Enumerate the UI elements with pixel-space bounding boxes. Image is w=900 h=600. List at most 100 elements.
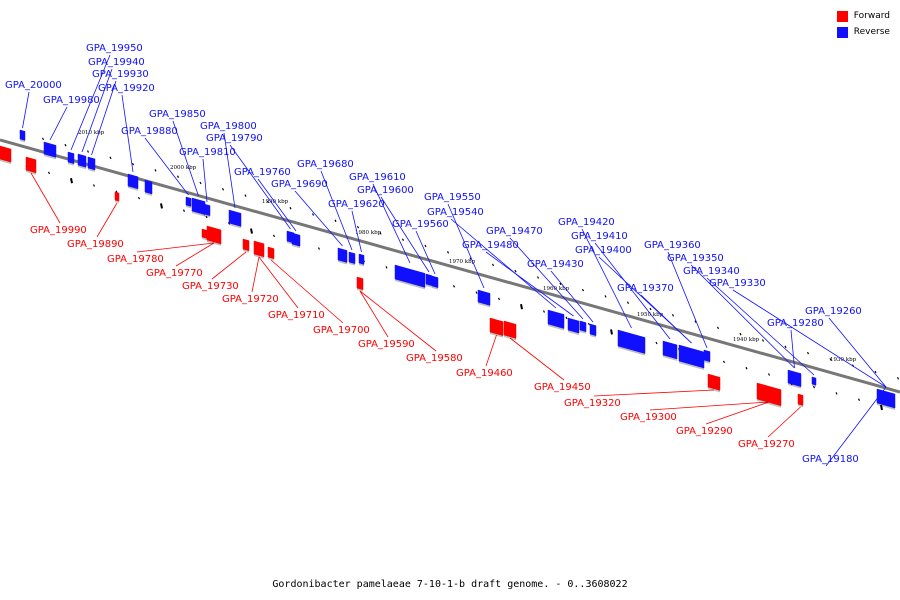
forward-gene[interactable] [267, 246, 275, 261]
forward-gene[interactable] [489, 317, 504, 338]
forward-gene[interactable] [756, 382, 782, 408]
forward-gene[interactable] [797, 393, 804, 408]
reverse-gene-label[interactable]: GPA_19330 [709, 278, 766, 289]
reverse-gene-label[interactable]: GPA_19370 [617, 283, 674, 294]
reverse-gene-label[interactable]: GPA_19550 [424, 192, 481, 203]
forward-gene-label[interactable]: GPA_19710 [268, 310, 325, 321]
reverse-gene-label[interactable]: GPA_19260 [805, 306, 862, 317]
forward-gene[interactable] [707, 373, 721, 393]
reverse-gene[interactable] [394, 264, 426, 290]
reverse-gene[interactable] [617, 329, 646, 356]
reverse-gene-label[interactable]: GPA_19850 [149, 109, 206, 120]
reverse-gene-label[interactable]: GPA_19880 [121, 126, 178, 137]
gene-shape [477, 289, 491, 306]
reverse-gene-label[interactable]: GPA_19680 [297, 159, 354, 170]
reverse-gene-label[interactable]: GPA_19400 [575, 245, 632, 256]
reverse-gene[interactable] [87, 156, 96, 172]
reverse-gene[interactable] [547, 309, 565, 331]
reverse-gene[interactable] [703, 349, 711, 364]
reverse-gene-label[interactable]: GPA_19470 [486, 226, 543, 237]
reverse-gene-label[interactable]: GPA_19620 [328, 199, 385, 210]
forward-gene-label[interactable]: GPA_19320 [564, 398, 621, 409]
reverse-gene-label[interactable]: GPA_19810 [179, 147, 236, 158]
reverse-gene-label[interactable]: GPA_19420 [558, 217, 615, 228]
reverse-gene-label[interactable]: GPA_19360 [644, 240, 701, 251]
reverse-gene-label[interactable]: GPA_20000 [5, 80, 62, 91]
reverse-gene-label[interactable]: GPA_19790 [206, 133, 263, 144]
reverse-gene-label[interactable]: GPA_19980 [43, 95, 100, 106]
minor-tick [356, 225, 360, 229]
reverse-gene[interactable] [787, 369, 802, 389]
reverse-gene[interactable] [191, 197, 206, 217]
reverse-gene-label[interactable]: GPA_19350 [667, 253, 724, 264]
reverse-gene[interactable] [228, 209, 242, 229]
reverse-gene-label[interactable]: GPA_19600 [357, 185, 414, 196]
forward-gene-label[interactable]: GPA_19780 [107, 254, 164, 265]
reverse-gene[interactable] [358, 253, 365, 267]
reverse-gene[interactable] [67, 151, 75, 166]
reverse-gene-label[interactable]: GPA_19800 [200, 121, 257, 132]
reverse-gene-label[interactable]: GPA_19940 [88, 57, 145, 68]
reverse-gene-label[interactable]: GPA_19410 [571, 231, 628, 242]
reverse-gene[interactable] [589, 323, 597, 338]
forward-gene-label[interactable]: GPA_19720 [222, 294, 279, 305]
reverse-gene-label[interactable]: GPA_19430 [527, 259, 584, 270]
reverse-gene[interactable] [876, 388, 896, 411]
reverse-gene[interactable] [77, 153, 87, 170]
reverse-gene-label[interactable]: GPA_19280 [767, 318, 824, 329]
forward-gene-label[interactable]: GPA_19730 [182, 281, 239, 292]
reverse-connector [640, 294, 692, 344]
reverse-gene[interactable] [127, 173, 139, 191]
forward-gene-label[interactable]: GPA_19890 [67, 239, 124, 250]
reverse-gene[interactable] [662, 340, 678, 361]
reverse-gene[interactable] [185, 196, 192, 209]
forward-gene[interactable] [25, 156, 37, 175]
reverse-gene-label[interactable]: GPA_19180 [802, 454, 859, 465]
forward-gene-label[interactable]: GPA_19700 [313, 325, 370, 336]
reverse-gene[interactable] [19, 129, 26, 143]
minor-tick [41, 137, 45, 141]
reverse-gene[interactable] [678, 344, 705, 370]
reverse-gene-label[interactable]: GPA_19560 [392, 219, 449, 230]
reverse-gene-label[interactable]: GPA_19760 [234, 167, 291, 178]
reverse-gene[interactable] [291, 232, 301, 249]
forward-gene-label[interactable]: GPA_19770 [146, 268, 203, 279]
reverse-gene[interactable] [348, 251, 356, 266]
forward-gene[interactable] [206, 225, 222, 246]
forward-gene[interactable] [253, 240, 265, 259]
reverse-gene[interactable] [579, 320, 587, 334]
legend-reverse: Reverse [836, 24, 890, 40]
forward-gene-label[interactable]: GPA_19450 [534, 382, 591, 393]
forward-gene-label[interactable]: GPA_19460 [456, 368, 513, 379]
forward-gene-label[interactable]: GPA_19270 [738, 439, 795, 450]
forward-gene-label[interactable]: GPA_19300 [620, 412, 677, 423]
reverse-gene-label[interactable]: GPA_19480 [462, 240, 519, 251]
reverse-gene[interactable] [477, 289, 491, 308]
forward-gene-label[interactable]: GPA_19580 [406, 353, 463, 364]
forward-gene[interactable] [356, 276, 364, 292]
reverse-gene[interactable] [811, 376, 817, 388]
forward-gene[interactable] [0, 145, 12, 165]
reverse-gene-label[interactable]: GPA_19930 [92, 69, 149, 80]
reverse-gene[interactable] [144, 179, 153, 196]
reverse-gene-label[interactable]: GPA_19950 [86, 43, 143, 54]
reverse-gene-label[interactable]: GPA_19920 [98, 83, 155, 94]
forward-gene-label[interactable]: GPA_19290 [676, 426, 733, 437]
reverse-gene[interactable] [43, 141, 57, 160]
gene-shadow [548, 324, 564, 331]
forward-gene[interactable] [242, 238, 250, 253]
forward-gene-label[interactable]: GPA_19590 [358, 339, 415, 350]
reverse-gene-label[interactable]: GPA_19690 [271, 179, 328, 190]
reverse-gene-label[interactable]: GPA_19540 [427, 207, 484, 218]
reverse-gene[interactable] [203, 203, 211, 218]
reverse-gene-label[interactable]: GPA_19610 [349, 172, 406, 183]
reverse-gene[interactable] [425, 273, 433, 288]
forward-gene[interactable] [201, 228, 208, 241]
reverse-gene[interactable] [567, 317, 580, 336]
reverse-gene-label[interactable]: GPA_19340 [683, 266, 740, 277]
forward-gene-label[interactable]: GPA_19990 [30, 225, 87, 236]
forward-gene[interactable] [114, 191, 120, 204]
forward-gene[interactable] [503, 320, 517, 341]
reverse-gene[interactable] [431, 275, 439, 290]
reverse-gene[interactable] [337, 247, 348, 265]
